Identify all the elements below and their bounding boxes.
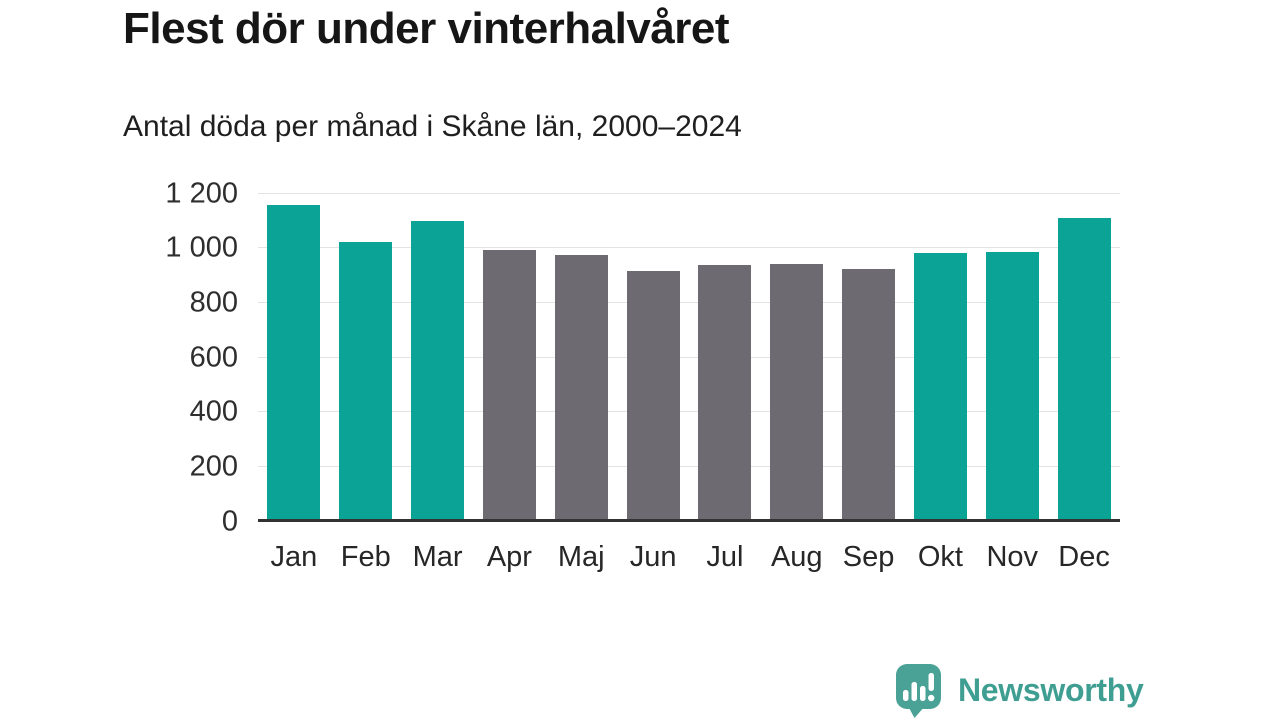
y-tick-label-1200: 1 200 [165,177,238,209]
y-tick-label-200: 200 [189,450,238,483]
x-tick-label-nov: Nov [986,541,1039,573]
chart-title: Flest dör under vinterhalvåret [123,4,730,53]
gridline-600 [258,356,1120,358]
x-tick-label-feb: Feb [340,541,391,573]
x-tick-label-dec: Dec [1058,541,1110,573]
x-tick-label-sep: Sep [842,541,895,573]
bar-aug [770,264,824,521]
x-tick-label-jun: Jun [629,541,677,573]
y-tick-label-400: 400 [189,395,238,428]
logo-text: Newsworthy [958,671,1144,708]
bar-jun [626,270,680,521]
x-tick-label-maj: Maj [557,541,605,573]
y-tick-label-0: 0 [221,505,238,537]
plot-area: 0 200 400 600 800 1 000 1 200 Jan Feb Mar Apr Maj Ju… [165,177,1120,573]
x-tick-label-aug: Aug [770,541,823,573]
x-tick-label-mar: Mar [412,541,463,573]
x-tick-label-jan: Jan [270,541,318,573]
y-tick-label-600: 600 [189,341,238,373]
bar-feb [339,242,393,521]
newsworthy-logo[interactable]: Newsworthy [893,662,1144,718]
bar-apr [482,249,536,521]
bar-jan [267,205,321,521]
bar-sep [842,269,896,521]
gridline-1200 [258,192,1120,194]
bar-maj [554,255,608,521]
gridline-400 [258,411,1120,413]
y-tick-label-800: 800 [189,286,238,319]
chart-subtitle: Antal döda per månad i Skåne län, 2000–2… [123,110,742,143]
x-tick-label-apr: Apr [486,541,532,573]
x-axis-line [258,519,1120,522]
y-tick-label-1000: 1 000 [165,231,238,264]
gridline-200 [258,465,1120,467]
bar-nov [985,251,1039,521]
speech-bubble-bar-chart-icon [893,662,945,718]
bar-okt [913,253,967,521]
bar-dec [1057,218,1111,521]
gridline-800 [258,301,1120,303]
bar-jul [698,264,752,521]
x-tick-label-okt: Okt [917,541,963,573]
gridline-1000 [258,247,1120,249]
x-tick-label-jul: Jul [706,541,744,573]
bar-mar [411,221,465,521]
